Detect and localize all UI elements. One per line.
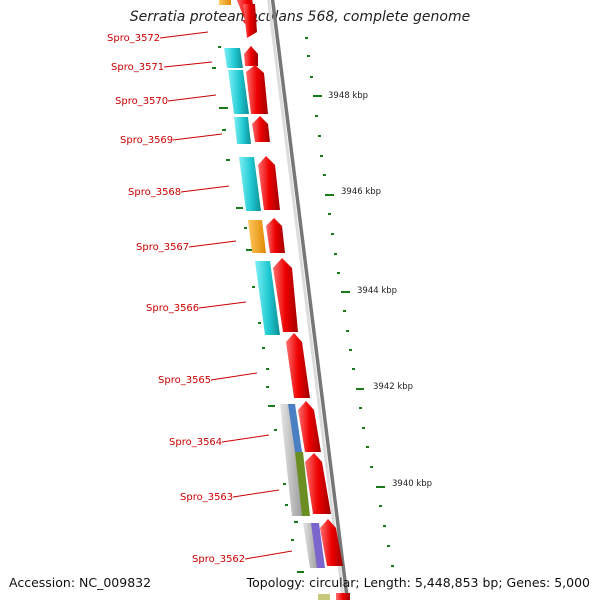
base-markers xyxy=(212,46,304,573)
scale-ticks xyxy=(305,37,394,567)
gene-label[interactable]: Spro_3563 xyxy=(180,492,233,503)
genome-summary-text: Topology: circular; Length: 5,448,853 bp… xyxy=(246,575,590,590)
gene-arrow xyxy=(243,4,257,38)
gene-label[interactable]: Spro_3570 xyxy=(115,96,168,107)
leader-line xyxy=(172,133,223,141)
gene-label-texts: Spro_3572 Spro_3571 Spro_3570 Spro_3569 … xyxy=(107,33,245,565)
gene-arrow xyxy=(298,401,321,452)
kbp-label: 3940 kbp xyxy=(392,479,432,489)
cog-block-orange xyxy=(219,0,231,5)
cog-block-olive xyxy=(318,594,330,600)
leader-line xyxy=(198,301,247,309)
backbone-highlight xyxy=(267,0,345,600)
leader-line xyxy=(210,372,258,381)
gene-label[interactable]: Spro_3566 xyxy=(146,303,199,314)
gene-arrow xyxy=(266,218,285,253)
gene-arrow xyxy=(273,258,298,332)
cog-block-cyan xyxy=(255,261,280,335)
cog-block-green xyxy=(295,452,310,516)
cog-block-orange xyxy=(248,220,266,253)
gene-arrow xyxy=(286,333,310,398)
map-title: Serratia proteamaculans 568, complete ge… xyxy=(129,9,471,25)
backbone-line xyxy=(270,0,350,600)
cog-block-cyan xyxy=(228,70,249,114)
gene-arrow xyxy=(305,453,331,514)
gene-label[interactable]: Spro_3567 xyxy=(136,242,189,253)
kbp-label: 3942 kbp xyxy=(373,382,413,392)
cog-block-purple xyxy=(311,523,325,568)
leader-line xyxy=(180,185,230,193)
leader-line xyxy=(244,550,293,560)
gene-arrow xyxy=(258,156,280,210)
accession-text: Accession: NC_009832 xyxy=(9,575,152,590)
gene-arrow xyxy=(244,46,258,66)
gene-track xyxy=(236,0,350,600)
kbp-label: 3944 kbp xyxy=(357,286,397,296)
gene-labels xyxy=(159,31,293,560)
leader-line xyxy=(221,434,270,443)
leader-line xyxy=(163,61,213,68)
gene-label[interactable]: Spro_3572 xyxy=(107,33,160,44)
gene-arrow xyxy=(336,593,350,600)
gene-label[interactable]: Spro_3571 xyxy=(111,62,164,73)
gene-label[interactable]: Spro_3565 xyxy=(158,375,211,386)
scale-labels: 3948 kbp 3946 kbp 3944 kbp 3942 kbp 3940… xyxy=(328,91,432,489)
cog-block-cyan xyxy=(239,157,261,211)
leader-line xyxy=(188,240,237,248)
cog-block-grey xyxy=(303,523,318,568)
cog-block-cyan xyxy=(234,117,251,144)
gene-label[interactable]: Spro_3564 xyxy=(169,437,222,448)
cog-band xyxy=(219,0,330,600)
gene-arrow xyxy=(246,65,268,114)
gene-arrow xyxy=(320,519,343,566)
gene-label[interactable]: Spro_3562 xyxy=(192,554,245,565)
kbp-label: 3948 kbp xyxy=(328,91,368,101)
leader-line xyxy=(167,94,217,102)
cog-block-grey xyxy=(280,404,303,516)
gene-label[interactable]: Spro_3569 xyxy=(120,135,173,146)
kbp-label: 3946 kbp xyxy=(341,187,381,197)
cog-block-blue xyxy=(288,404,302,452)
cog-block-cyan xyxy=(224,48,243,68)
leader-line xyxy=(159,31,209,39)
leader-line xyxy=(232,489,280,498)
gene-arrow xyxy=(252,116,270,142)
gene-label[interactable]: Spro_3568 xyxy=(128,187,181,198)
